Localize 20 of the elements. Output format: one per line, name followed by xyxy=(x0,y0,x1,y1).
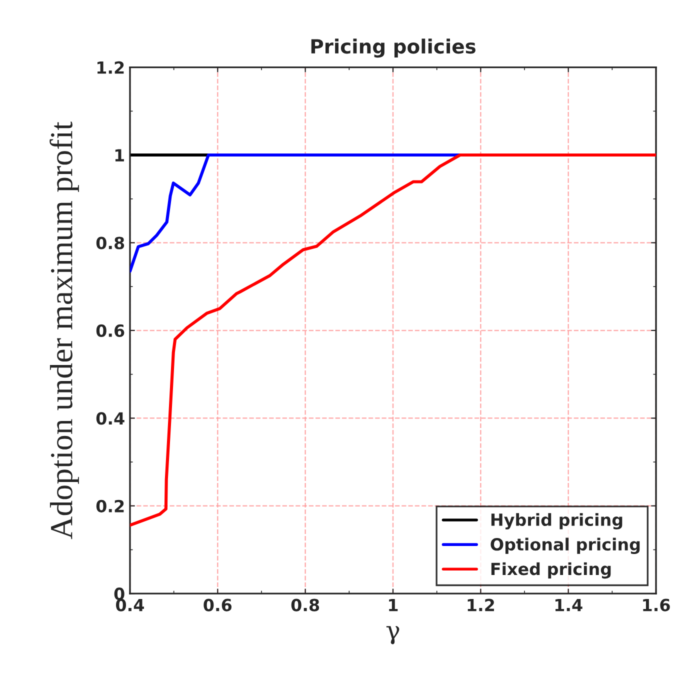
y-tick-label: 1 xyxy=(115,149,124,162)
x-tick-label: 1.6 xyxy=(643,598,670,612)
y-tick-label: 0.6 xyxy=(96,324,124,338)
line-series xyxy=(130,153,462,273)
y-tick-label: 0.8 xyxy=(96,236,124,250)
x-tick-label: 1 xyxy=(389,598,398,612)
x-tick-label: 1.4 xyxy=(555,598,582,612)
x-tick-label: 0.8 xyxy=(291,598,320,612)
y-tick-label: 0 xyxy=(114,588,124,600)
y-tick-label: 0.2 xyxy=(96,500,124,512)
x-axis-title: γ xyxy=(386,626,400,644)
legend-label: Fixed pricing xyxy=(491,562,611,579)
legend-label: Optional pricing xyxy=(490,538,640,554)
y-tick-label: 1.2 xyxy=(97,61,124,74)
x-tick-label: 0.6 xyxy=(204,598,232,612)
y-tick-label: 0.4 xyxy=(96,412,124,425)
x-tick-label: 1.2 xyxy=(468,598,494,612)
y-axis-title: Adoption under maximum profit xyxy=(50,122,79,540)
chart-title: Pricing policies xyxy=(311,38,476,58)
legend-label: Hybrid pricing xyxy=(491,513,622,530)
